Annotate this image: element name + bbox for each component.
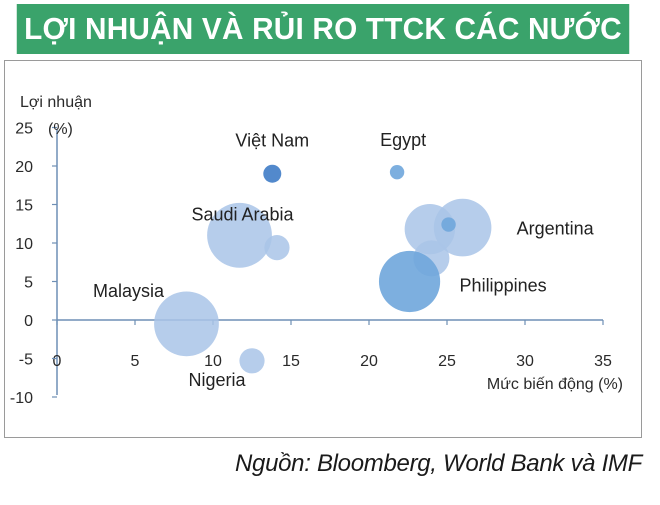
x-tick-label: 5 — [131, 353, 140, 370]
chart-title: LỢI NHUẬN VÀ RỦI RO TTCK CÁC NƯỚC — [24, 11, 622, 46]
y-tick-label: 10 — [15, 236, 33, 253]
bubble — [441, 217, 456, 232]
x-tick-label: 0 — [53, 353, 62, 370]
bubble-label: Nigeria — [188, 370, 246, 390]
bubble-label: Philippines — [460, 276, 547, 296]
bubble-việt-nam — [263, 164, 282, 183]
bubble-label: Việt Nam — [235, 131, 309, 151]
y-axis-title: Lợi nhuận — [20, 94, 92, 111]
x-tick-label: 20 — [360, 353, 378, 370]
chart-panel — [4, 60, 642, 438]
y-axis-unit: (%) — [48, 121, 73, 138]
bubble — [264, 235, 290, 261]
bubble-egypt — [389, 164, 405, 180]
bubble-saudi-arabia — [207, 202, 272, 268]
bubble-labels: Việt Nam Egypt Saudi Arabia Argentina Philip… — [93, 130, 595, 390]
bubble-nigeria — [239, 348, 265, 374]
x-axis-title: Mức biến động (%) — [487, 376, 623, 393]
source-note: Nguồn: Bloomberg, World Bank và IMF — [234, 450, 642, 477]
x-tick-label: 25 — [438, 353, 456, 370]
y-tick-label: 5 — [24, 275, 33, 292]
x-tick-label: 10 — [204, 353, 222, 370]
y-tick-label: 20 — [15, 159, 33, 176]
bubble-label: Malaysia — [93, 281, 165, 301]
x-tick-label: 35 — [594, 353, 612, 370]
bubble-label: Argentina — [517, 219, 595, 239]
bubble-philippines — [378, 250, 441, 313]
bubble-label: Egypt — [380, 130, 426, 150]
bubble-malaysia — [154, 291, 219, 357]
y-tick-label: -10 — [10, 390, 33, 407]
bubble-label: Saudi Arabia — [191, 204, 294, 224]
y-tick-label: 0 — [24, 313, 33, 330]
x-tick-label: 30 — [516, 353, 534, 370]
y-tick-label: 15 — [15, 198, 33, 215]
y-tick-label: 25 — [15, 121, 33, 138]
y-tick-label: -5 — [19, 352, 33, 369]
bubbles — [154, 164, 492, 374]
bubble — [404, 203, 456, 255]
x-tick-label: 15 — [282, 353, 300, 370]
axes: 0 5 10 15 20 25 30 35 25 20 15 10 5 0 -5 -10 Lợi nhuận (%… — [10, 94, 623, 407]
chart-title-banner: LỢI NHUẬN VÀ RỦI RO TTCK CÁC NƯỚC — [16, 4, 630, 54]
